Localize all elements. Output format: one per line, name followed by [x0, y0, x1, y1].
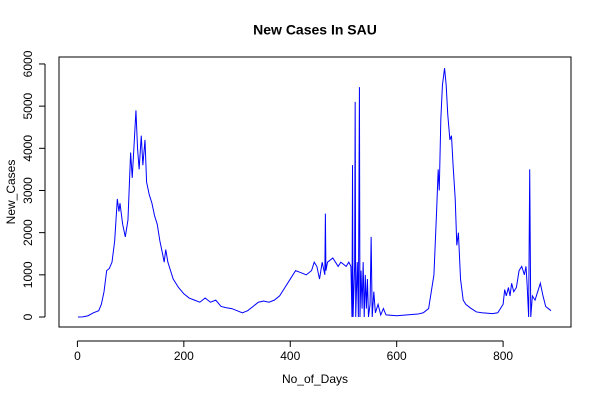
chart-title: New Cases In SAU [253, 22, 377, 38]
y-tick-label: 1000 [21, 261, 35, 288]
y-tick-label: 3000 [21, 177, 35, 204]
x-tick-label: 600 [387, 349, 407, 363]
x-tick-label: 200 [174, 349, 194, 363]
x-axis-label: No_of_Days [282, 372, 348, 386]
y-tick-label: 6000 [21, 50, 35, 77]
x-tick-label: 0 [74, 349, 81, 363]
y-axis-label: New_Cases [4, 160, 18, 225]
plot-frame [58, 56, 572, 328]
x-tick-label: 800 [493, 349, 513, 363]
y-tick-label: 4000 [21, 135, 35, 162]
data-line [77, 68, 552, 318]
x-tick-label: 400 [280, 349, 300, 363]
y-tick-label: 2000 [21, 219, 35, 246]
y-tick-label: 5000 [21, 92, 35, 119]
y-tick-label: 0 [21, 313, 35, 320]
